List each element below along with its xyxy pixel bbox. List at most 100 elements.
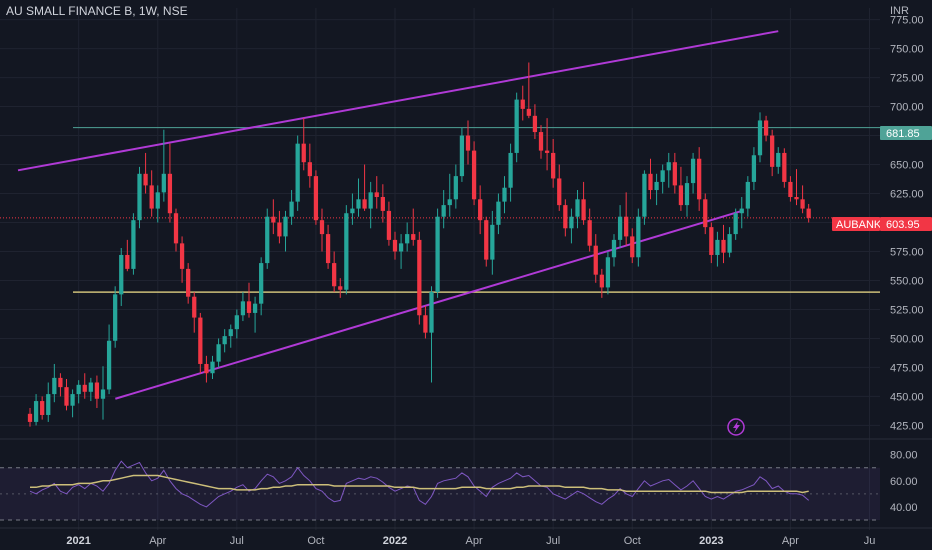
candle[interactable] bbox=[538, 125, 544, 159]
candle[interactable] bbox=[186, 263, 191, 304]
candle[interactable] bbox=[684, 176, 690, 217]
candle[interactable] bbox=[739, 196, 744, 229]
candle[interactable] bbox=[678, 166, 684, 211]
candle[interactable] bbox=[88, 377, 93, 402]
candle[interactable] bbox=[40, 396, 45, 420]
candle[interactable] bbox=[246, 282, 252, 318]
candle[interactable] bbox=[551, 139, 556, 188]
candle[interactable] bbox=[526, 62, 531, 119]
candle[interactable] bbox=[143, 152, 148, 194]
candle[interactable] bbox=[563, 199, 568, 237]
candle[interactable] bbox=[788, 176, 793, 202]
candle[interactable] bbox=[216, 338, 221, 368]
candle[interactable] bbox=[660, 164, 665, 194]
candle[interactable] bbox=[106, 324, 112, 395]
candle[interactable] bbox=[672, 152, 677, 194]
candle[interactable] bbox=[368, 181, 373, 229]
candle[interactable] bbox=[557, 164, 562, 211]
candle[interactable] bbox=[544, 118, 550, 171]
candle[interactable] bbox=[770, 129, 775, 177]
candle[interactable] bbox=[654, 173, 659, 206]
candle[interactable] bbox=[234, 309, 239, 339]
candle[interactable] bbox=[70, 389, 75, 418]
lightning-icon[interactable] bbox=[727, 418, 745, 436]
candle[interactable] bbox=[806, 203, 811, 223]
candle[interactable] bbox=[362, 164, 367, 211]
candle[interactable] bbox=[751, 147, 757, 191]
candle[interactable] bbox=[782, 148, 787, 188]
candle[interactable] bbox=[697, 147, 702, 211]
candle[interactable] bbox=[259, 257, 264, 316]
candle[interactable] bbox=[581, 181, 586, 225]
candle[interactable] bbox=[271, 199, 276, 235]
candle[interactable] bbox=[155, 185, 160, 223]
candle[interactable] bbox=[447, 173, 452, 217]
candle[interactable] bbox=[94, 375, 100, 409]
candle[interactable] bbox=[131, 213, 136, 275]
candle[interactable] bbox=[125, 239, 130, 272]
candle[interactable] bbox=[642, 170, 647, 225]
candle[interactable] bbox=[690, 152, 696, 194]
candle[interactable] bbox=[794, 169, 799, 206]
candle[interactable] bbox=[423, 305, 428, 339]
candle[interactable] bbox=[386, 201, 392, 246]
candle[interactable] bbox=[277, 210, 282, 244]
candle[interactable] bbox=[636, 208, 641, 267]
candle[interactable] bbox=[319, 208, 325, 252]
candle[interactable] bbox=[27, 408, 33, 427]
candle[interactable] bbox=[745, 176, 750, 217]
candle[interactable] bbox=[502, 176, 507, 214]
candle[interactable] bbox=[265, 208, 270, 269]
candle[interactable] bbox=[411, 208, 416, 246]
candle[interactable] bbox=[727, 227, 732, 258]
candle[interactable] bbox=[453, 164, 458, 209]
candle[interactable] bbox=[344, 205, 349, 295]
candle[interactable] bbox=[356, 178, 361, 217]
candle[interactable] bbox=[611, 234, 617, 267]
candle[interactable] bbox=[599, 268, 604, 298]
candle[interactable] bbox=[703, 193, 708, 235]
candle[interactable] bbox=[198, 312, 203, 374]
candle[interactable] bbox=[417, 231, 422, 325]
candle[interactable] bbox=[630, 228, 635, 264]
candle[interactable] bbox=[46, 382, 51, 422]
candle[interactable] bbox=[624, 192, 629, 246]
candle[interactable] bbox=[338, 278, 343, 298]
rsi-ma-line[interactable] bbox=[30, 474, 809, 494]
candle[interactable] bbox=[137, 166, 142, 229]
candle[interactable] bbox=[179, 236, 185, 283]
candle[interactable] bbox=[514, 92, 519, 163]
candle[interactable] bbox=[167, 143, 173, 223]
candle[interactable] bbox=[380, 184, 385, 223]
candle[interactable] bbox=[222, 329, 227, 353]
candle[interactable] bbox=[392, 231, 398, 260]
candle[interactable] bbox=[575, 190, 580, 229]
candle[interactable] bbox=[173, 208, 179, 252]
candle[interactable] bbox=[149, 170, 154, 217]
candle[interactable] bbox=[733, 208, 738, 240]
candle[interactable] bbox=[52, 363, 57, 403]
candle[interactable] bbox=[252, 296, 258, 333]
candle[interactable] bbox=[325, 224, 331, 269]
candle[interactable] bbox=[776, 147, 781, 174]
candle[interactable] bbox=[64, 379, 69, 411]
candle[interactable] bbox=[605, 251, 611, 295]
candles[interactable] bbox=[27, 62, 811, 427]
candle[interactable] bbox=[721, 224, 726, 264]
candle[interactable] bbox=[757, 112, 763, 163]
candle[interactable] bbox=[471, 141, 477, 206]
candle[interactable] bbox=[204, 355, 209, 383]
candle[interactable] bbox=[429, 286, 434, 383]
candle[interactable] bbox=[508, 143, 513, 202]
candle[interactable] bbox=[465, 120, 471, 165]
candle[interactable] bbox=[332, 251, 337, 293]
candle[interactable] bbox=[484, 216, 489, 267]
candle[interactable] bbox=[283, 210, 288, 252]
candle[interactable] bbox=[587, 208, 592, 252]
candle[interactable] bbox=[800, 185, 805, 214]
candle[interactable] bbox=[76, 380, 81, 404]
candle[interactable] bbox=[192, 292, 197, 333]
candle[interactable] bbox=[228, 324, 233, 348]
candle[interactable] bbox=[763, 115, 769, 142]
